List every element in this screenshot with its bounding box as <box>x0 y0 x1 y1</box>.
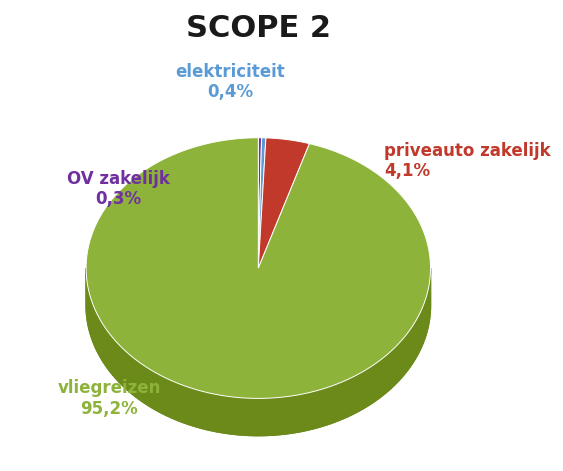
Text: elektriciteit
0,4%: elektriciteit 0,4% <box>176 63 285 101</box>
Text: priveauto zakelijk
4,1%: priveauto zakelijk 4,1% <box>384 142 551 180</box>
Text: OV zakelijk
0,3%: OV zakelijk 0,3% <box>67 170 170 208</box>
Polygon shape <box>86 268 431 436</box>
Polygon shape <box>258 138 266 268</box>
Polygon shape <box>86 271 431 436</box>
Polygon shape <box>258 138 310 268</box>
Text: vliegreizen
95,2%: vliegreizen 95,2% <box>57 379 161 418</box>
Polygon shape <box>258 138 262 268</box>
Polygon shape <box>86 138 431 398</box>
Text: SCOPE 2: SCOPE 2 <box>186 15 331 43</box>
